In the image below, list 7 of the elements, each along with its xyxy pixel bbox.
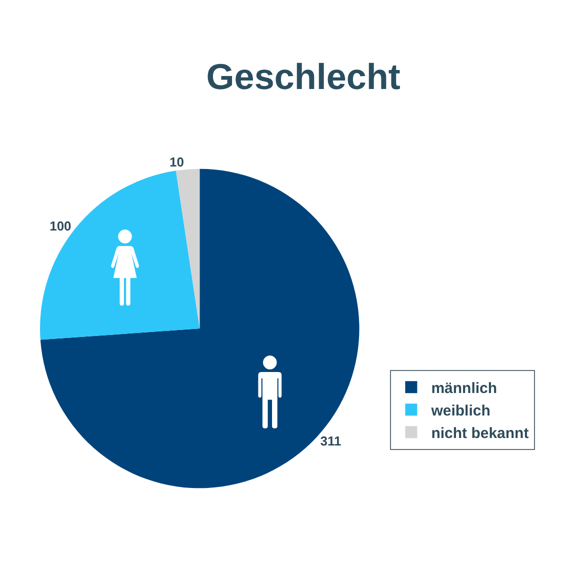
data-label: 10	[170, 154, 184, 170]
data-label: 311	[320, 433, 342, 448]
legend-label: männlich	[431, 380, 498, 397]
data-label: 100	[50, 218, 72, 234]
legend-label: weiblich	[430, 402, 490, 420]
legend-label: nicht bekannt	[431, 425, 529, 442]
chart-title: Geschlecht	[206, 56, 400, 98]
